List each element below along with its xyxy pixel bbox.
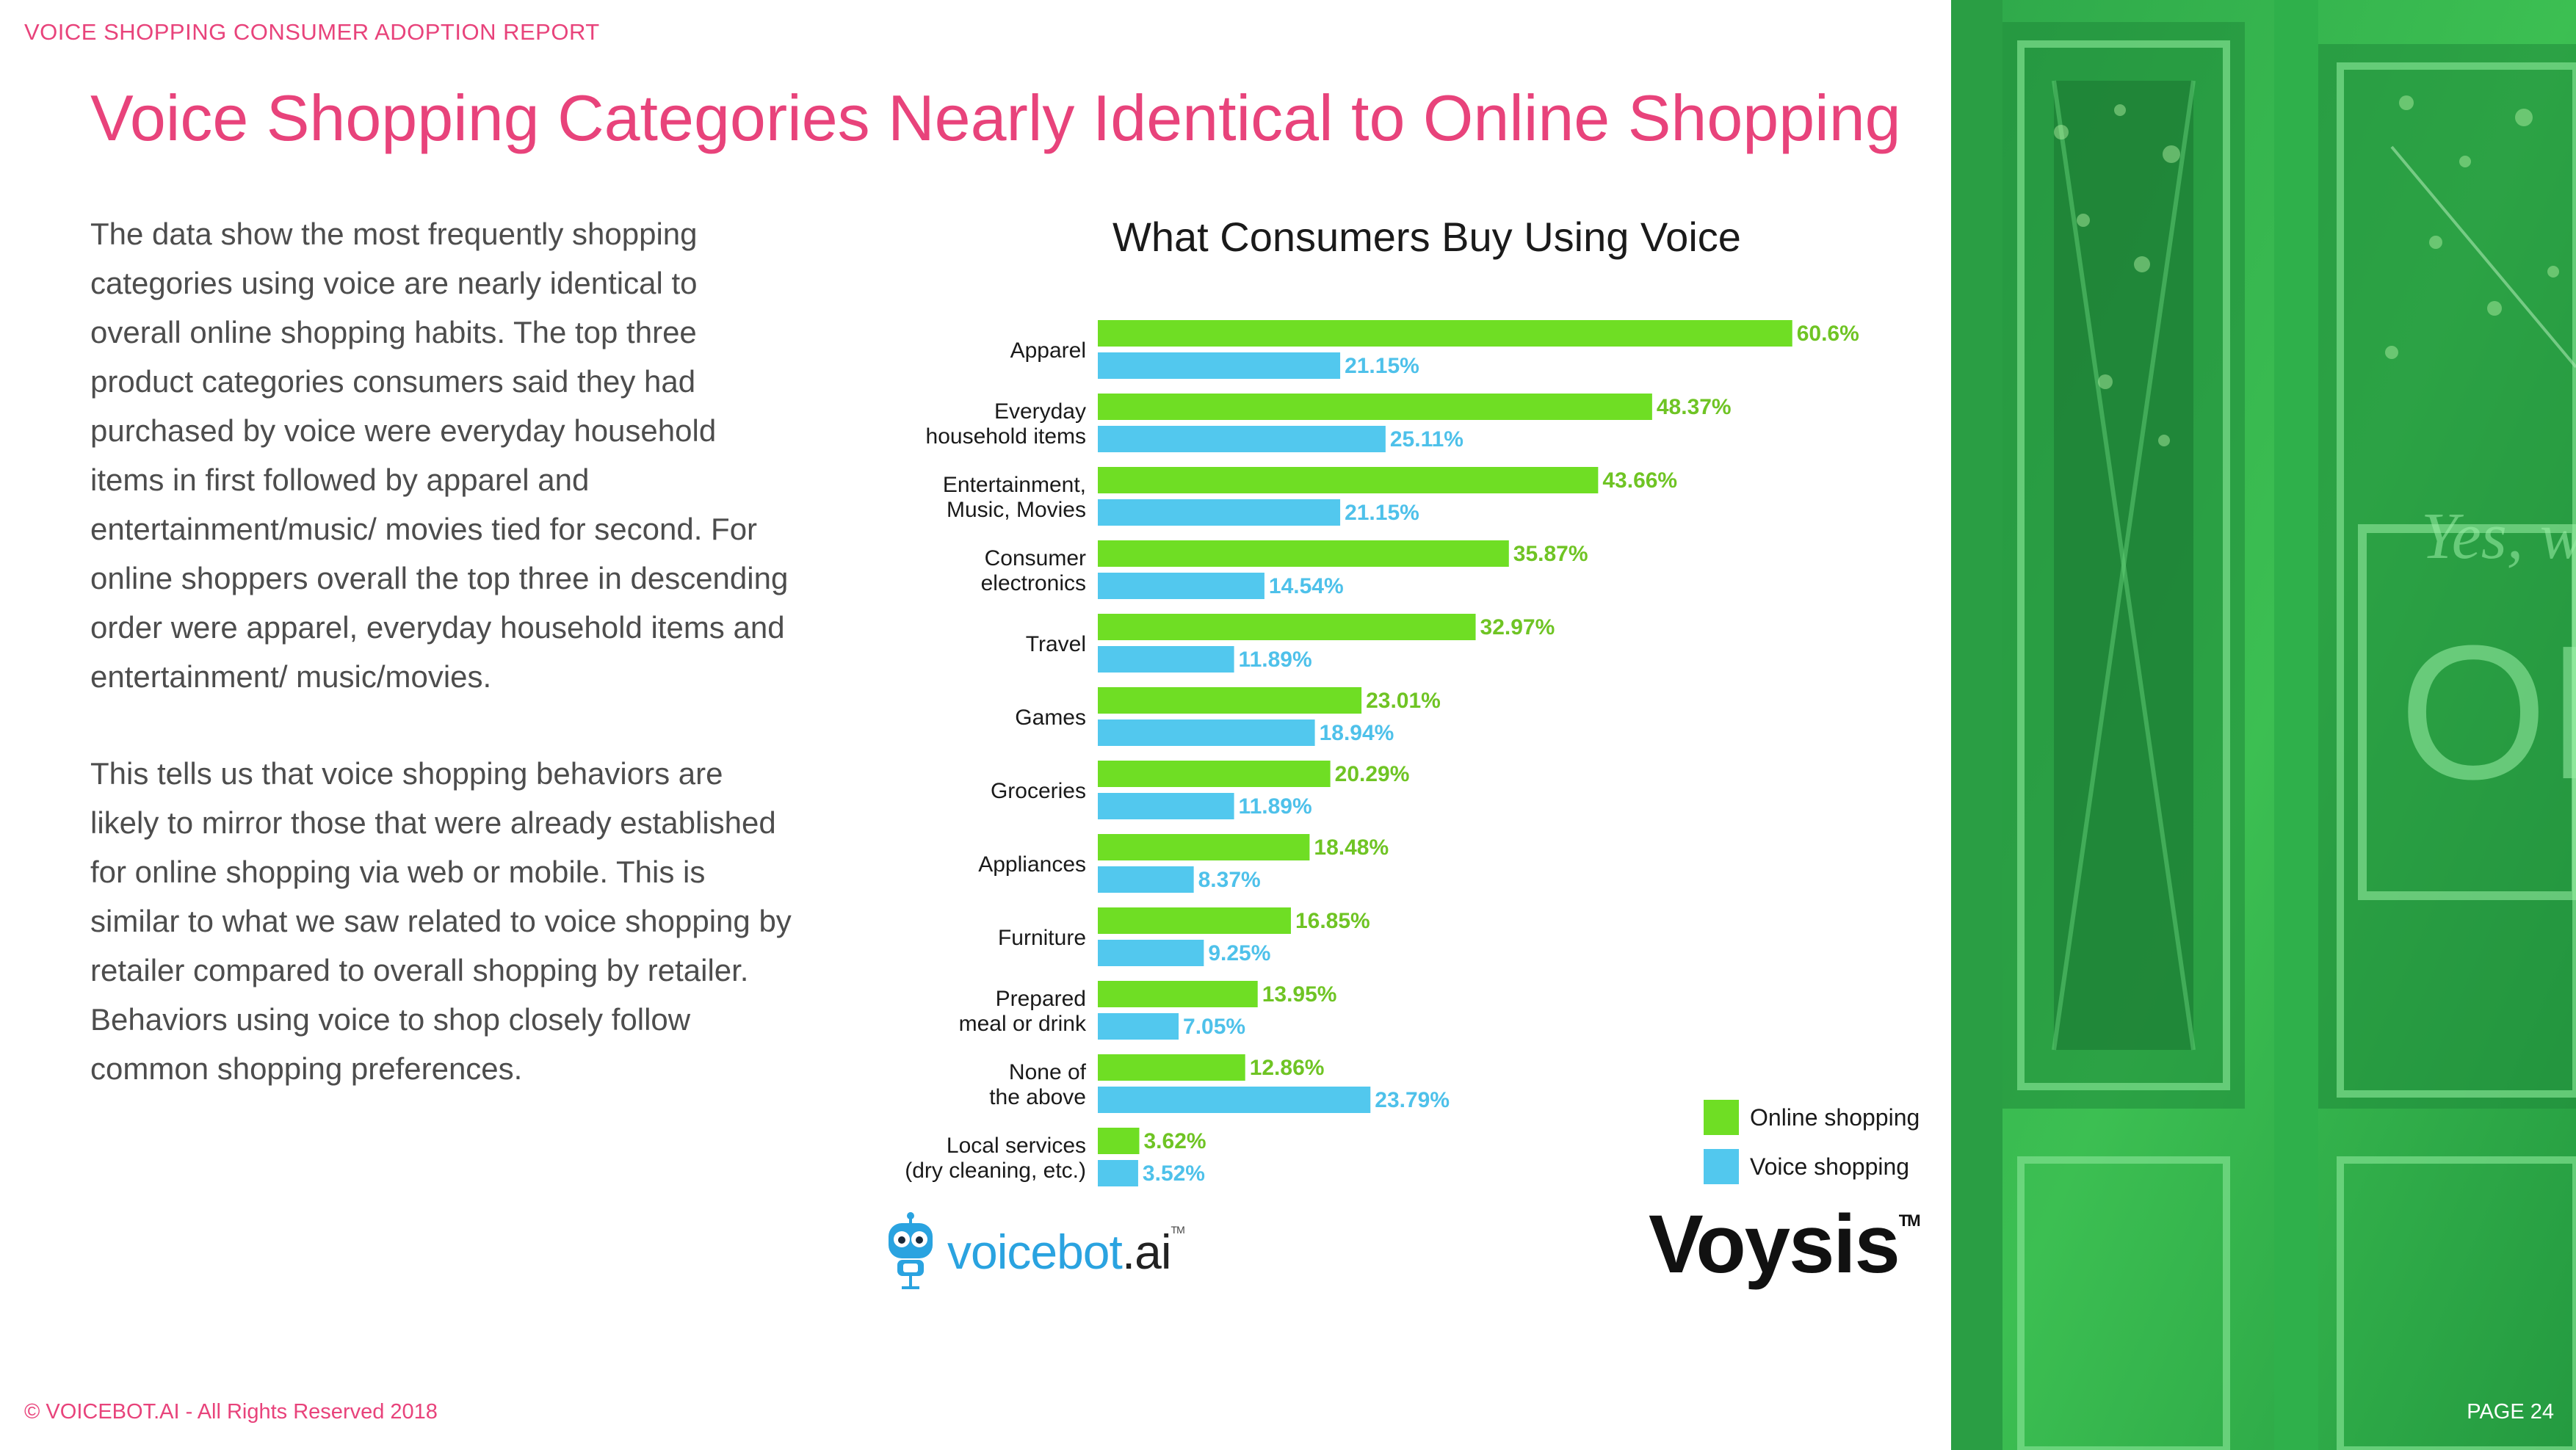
bar-voice-6 [1098, 793, 1234, 819]
category-label-0: Apparel [1010, 338, 1086, 363]
bar-voice-9 [1098, 1013, 1179, 1040]
bar-voice-5 [1098, 719, 1315, 746]
bar-online-8 [1098, 907, 1291, 934]
bar-online-11 [1098, 1128, 1140, 1154]
voicebot-logo: voicebot.aiTM [881, 1211, 1185, 1292]
legend-label-voice: Voice shopping [1750, 1153, 1910, 1180]
category-label-11: Local services [947, 1134, 1086, 1158]
robot-icon [889, 1212, 933, 1289]
svg-text:Yes, w: Yes, w [2421, 500, 2576, 573]
bar-voice-4 [1098, 646, 1234, 673]
data-label-voice-8: 9.25% [1208, 941, 1270, 965]
storefront-photo: OP Yes, w PAGE 24 [1951, 0, 2576, 1450]
category-label-2: Music, Movies [947, 498, 1086, 522]
bar-chart: What Consumers Buy Using Voice 60.6% 21.1… [852, 213, 1953, 1197]
bar-online-3 [1098, 540, 1509, 567]
bar-online-5 [1098, 687, 1362, 714]
data-label-online-10: 12.86% [1250, 1056, 1325, 1080]
data-label-online-5: 23.01% [1366, 689, 1441, 713]
category-label-11: (dry cleaning, etc.) [905, 1159, 1086, 1183]
data-label-voice-10: 23.79% [1375, 1088, 1450, 1112]
data-label-online-6: 20.29% [1335, 762, 1410, 786]
category-label-6: Groceries [991, 779, 1086, 803]
data-label-online-9: 13.95% [1262, 982, 1337, 1007]
bar-online-2 [1098, 467, 1599, 493]
page-title: Voice Shopping Categories Nearly Identic… [90, 81, 1901, 154]
data-label-voice-0: 21.15% [1345, 354, 1419, 378]
legend-swatch-voice [1704, 1149, 1739, 1184]
legend-item-online: Online shopping [1704, 1098, 1920, 1137]
data-label-voice-2: 21.15% [1345, 501, 1419, 525]
data-label-online-3: 35.87% [1513, 542, 1588, 566]
bar-online-1 [1098, 394, 1652, 420]
data-label-online-0: 60.6% [1797, 322, 1859, 346]
bar-online-9 [1098, 981, 1258, 1007]
legend-swatch-online [1704, 1100, 1739, 1135]
report-label: VOICE SHOPPING CONSUMER ADOPTION REPORT [24, 19, 600, 45]
bar-voice-10 [1098, 1087, 1371, 1113]
bar-voice-3 [1098, 573, 1265, 599]
data-label-online-2: 43.66% [1602, 468, 1677, 493]
data-label-online-4: 32.97% [1480, 615, 1555, 639]
category-label-1: household items [926, 424, 1086, 449]
data-label-voice-5: 18.94% [1320, 721, 1394, 745]
data-label-voice-3: 14.54% [1269, 574, 1344, 598]
data-label-online-7: 18.48% [1314, 835, 1389, 860]
bar-online-7 [1098, 834, 1310, 860]
chart-canvas: 60.6% 21.15% Apparel 48.37% 25.11% Everydayho… [905, 314, 1859, 1186]
data-label-online-11: 3.62% [1143, 1129, 1206, 1153]
bar-voice-8 [1098, 940, 1204, 966]
body-paragraph-2: This tells us that voice shopping behavi… [90, 756, 792, 1086]
bar-voice-11 [1098, 1160, 1138, 1186]
category-label-10: the above [989, 1085, 1086, 1109]
data-label-voice-7: 8.37% [1198, 868, 1261, 892]
chart-title: What Consumers Buy Using Voice [1112, 214, 1741, 260]
category-label-5: Games [1015, 706, 1086, 730]
data-label-voice-1: 25.11% [1390, 427, 1464, 452]
category-label-8: Furniture [998, 926, 1086, 950]
category-label-7: Appliances [978, 852, 1086, 877]
bar-voice-1 [1098, 426, 1386, 452]
bar-online-4 [1098, 614, 1476, 640]
copyright: © VOICEBOT.AI - All Rights Reserved 2018 [24, 1400, 438, 1424]
chart-legend: Online shopping Voice shopping [1704, 1098, 1920, 1196]
legend-label-online: Online shopping [1750, 1103, 1920, 1131]
voysis-logo: VoysisTM [1649, 1198, 1921, 1290]
voicebot-wordmark: voicebot.aiTM [947, 1224, 1185, 1279]
svg-text:OP: OP [2399, 606, 2576, 819]
category-label-9: meal or drink [959, 1012, 1087, 1036]
bar-online-10 [1098, 1054, 1245, 1081]
bar-voice-0 [1098, 352, 1341, 379]
data-label-voice-6: 11.89% [1239, 794, 1312, 819]
category-label-10: None of [1009, 1060, 1087, 1084]
data-label-voice-11: 3.52% [1143, 1161, 1205, 1186]
category-label-2: Entertainment, [943, 473, 1086, 497]
bar-online-6 [1098, 761, 1331, 787]
bar-voice-7 [1098, 866, 1194, 893]
bar-online-0 [1098, 320, 1792, 347]
category-label-3: electronics [981, 571, 1086, 595]
category-label-1: Everyday [994, 399, 1086, 424]
body-text: The data show the most frequently shoppi… [90, 209, 795, 1141]
data-label-online-1: 48.37% [1657, 395, 1732, 419]
body-paragraph-1: The data show the most frequently shoppi… [90, 217, 789, 694]
data-label-voice-9: 7.05% [1183, 1015, 1245, 1039]
data-label-online-8: 16.85% [1295, 909, 1370, 933]
legend-item-voice: Voice shopping [1704, 1147, 1920, 1186]
category-label-3: Consumer [985, 546, 1086, 570]
category-label-4: Travel [1026, 632, 1086, 656]
page-number: PAGE 24 [2467, 1400, 2554, 1424]
bar-voice-2 [1098, 499, 1341, 526]
category-label-9: Prepared [996, 987, 1086, 1011]
data-label-voice-4: 11.89% [1239, 648, 1312, 672]
